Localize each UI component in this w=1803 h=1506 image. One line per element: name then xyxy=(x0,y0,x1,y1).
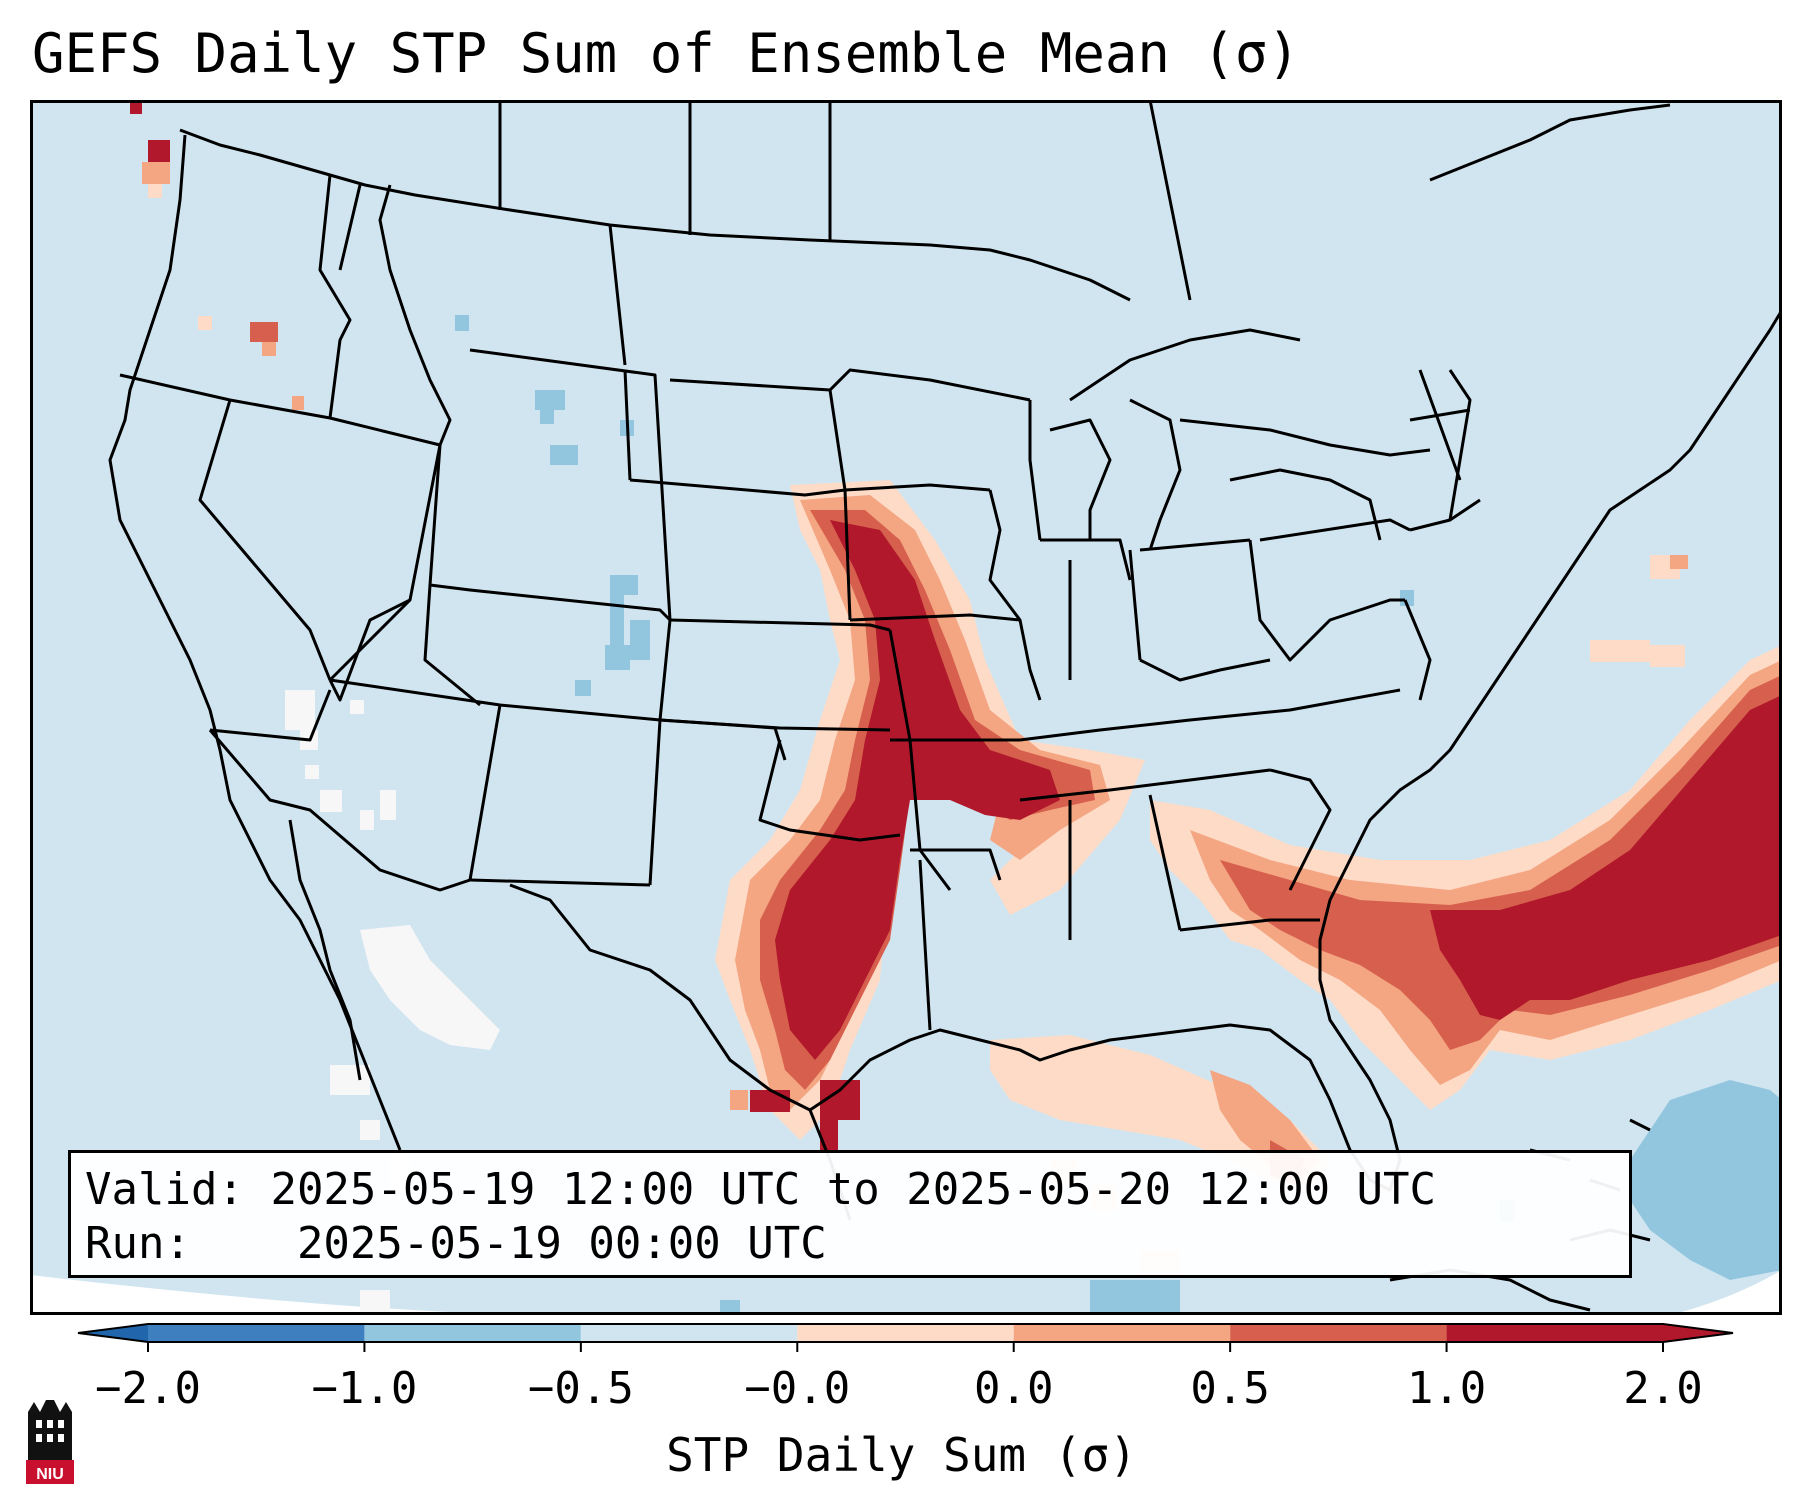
run-label: Run: xyxy=(85,1218,191,1269)
colorbar-extend-high xyxy=(1663,1324,1733,1342)
colorbar-tick-label: 2.0 xyxy=(1623,1363,1702,1414)
state-boundaries xyxy=(119,100,1481,1221)
colorbar-tick-label: 0.5 xyxy=(1190,1363,1269,1414)
niu-logo: NIU xyxy=(26,1400,74,1484)
colorbar-segment xyxy=(797,1324,1014,1342)
colorbar-segment xyxy=(580,1324,798,1342)
colorbar-tick-label: 0.0 xyxy=(974,1363,1053,1414)
valid-label: Valid: xyxy=(85,1164,244,1215)
run-row: Run: 2025-05-19 00:00 UTC xyxy=(85,1217,1615,1271)
map-frame xyxy=(30,100,1782,1315)
colorbar-segment xyxy=(1230,1324,1447,1342)
colorbar-segment xyxy=(1446,1324,1663,1342)
projection-edge xyxy=(1670,1270,1782,1315)
colorbar-segment xyxy=(364,1324,581,1342)
valid-run-info-box: Valid: 2025-05-19 12:00 UTC to 2025-05-2… xyxy=(68,1150,1632,1278)
projection-edge xyxy=(30,1275,530,1315)
colorbar-tick-label: −1.0 xyxy=(311,1363,417,1414)
map-panel xyxy=(30,100,1782,1315)
colorbar-tick-label: −0.0 xyxy=(744,1363,850,1414)
niu-logo-text: NIU xyxy=(36,1466,64,1483)
colorbar-tick-label: −2.0 xyxy=(95,1363,201,1414)
run-value: 2025-05-19 00:00 UTC xyxy=(296,1218,827,1269)
valid-value: 2025-05-19 12:00 UTC to 2025-05-20 12:00… xyxy=(270,1164,1437,1215)
colorbar: −2.0 −1.0 −0.5 −0.0 0.0 0.5 1.0 2.0 xyxy=(77,1323,1734,1414)
stp-anomaly-shading xyxy=(130,100,1782,1315)
colorbar-tick-label: 1.0 xyxy=(1407,1363,1486,1414)
colorbar-label: STP Daily Sum (σ) xyxy=(666,1428,1137,1482)
stp-map xyxy=(30,100,1782,1315)
colorbar-extend-low xyxy=(78,1324,148,1342)
map-title: GEFS Daily STP Sum of Ensemble Mean (σ) xyxy=(32,22,1300,85)
colorbar-segment xyxy=(148,1324,365,1342)
valid-row: Valid: 2025-05-19 12:00 UTC to 2025-05-2… xyxy=(85,1163,1615,1217)
colorbar-tick-label: −0.5 xyxy=(528,1363,634,1414)
colorbar-segment xyxy=(1013,1324,1231,1342)
